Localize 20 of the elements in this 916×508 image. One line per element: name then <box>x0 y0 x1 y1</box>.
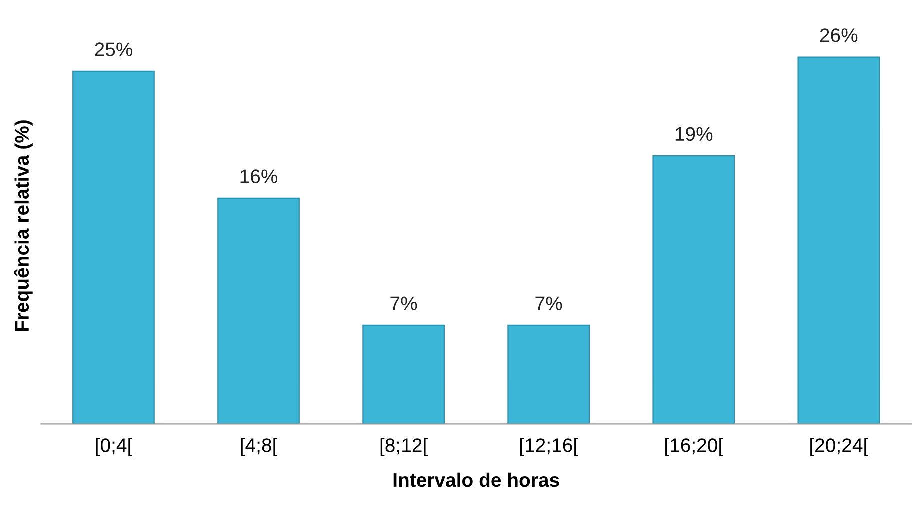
x-tick-label: [8;12[ <box>380 438 428 456</box>
data-label: 16% <box>240 170 278 184</box>
data-label: 7% <box>390 296 418 310</box>
x-tick-label: [0;4[ <box>96 438 133 456</box>
x-tick-label: [12;16[ <box>520 438 578 456</box>
bar <box>798 56 880 424</box>
bar <box>218 198 300 424</box>
data-label: 26% <box>820 28 858 42</box>
data-label: 19% <box>676 127 713 142</box>
bar <box>508 324 590 424</box>
y-axis-title: Frequência relativa (%) <box>14 120 33 332</box>
x-tick-label: [4;8[ <box>241 438 278 456</box>
bar <box>72 70 155 424</box>
x-tick-label: [20;24[ <box>810 438 868 456</box>
bar <box>362 324 445 424</box>
data-label: 25% <box>95 42 133 56</box>
x-tick-label: [16;20[ <box>666 438 724 456</box>
bar <box>652 156 736 424</box>
data-label: 7% <box>536 296 562 310</box>
x-axis-title: Intervalo de horas <box>394 472 560 488</box>
